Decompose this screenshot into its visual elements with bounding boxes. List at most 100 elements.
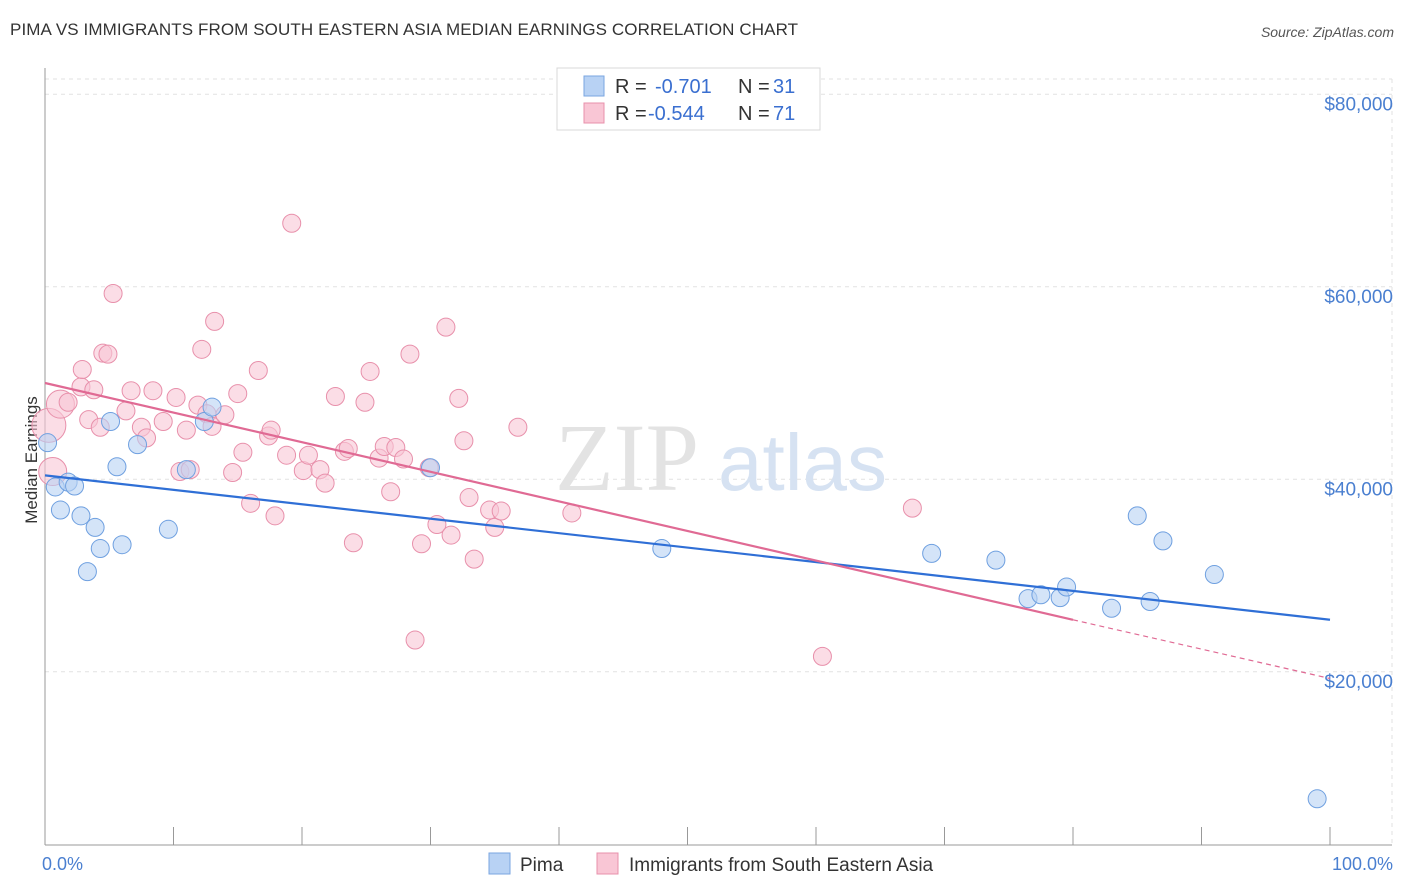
immigrants-point [228,384,248,404]
pima-point [128,435,148,455]
pima-point [50,500,70,520]
immigrants-point [116,401,136,421]
immigrants-point [325,386,345,406]
y-tick-label: $80,000 [1324,94,1393,115]
y-tick-label: $40,000 [1324,479,1393,500]
pima-point [922,543,942,563]
immigrants-point [436,317,456,337]
pima-point [1140,591,1160,611]
immigrants-point [265,506,285,526]
legend-r-label-immigrants: R = [615,103,647,125]
immigrants-point [812,646,832,666]
pima-point [112,535,132,555]
x-tick-label-min: 0.0% [42,854,83,874]
immigrants-point [454,431,474,451]
series-pima-points [38,397,1327,809]
immigrants-point [248,360,268,380]
immigrants-point [405,630,425,650]
pima-trend-line [44,474,1331,621]
bottom-legend-label-immigrants: Immigrants from South Eastern Asia [629,855,934,876]
legend-n-label-immigrants: N = [738,103,770,125]
y-tick-label: $20,000 [1324,672,1393,693]
immigrants-point [381,482,401,502]
immigrants-point [223,463,243,483]
pima-point [1307,789,1327,809]
pima-point [1127,506,1147,526]
immigrants-point [103,283,123,303]
immigrants-point [464,549,484,569]
legend-r-value-immigrants: -0.544 [648,103,705,125]
immigrants-point [233,442,253,462]
immigrants-trend-line [44,381,1074,621]
immigrants-point [166,387,186,407]
chart-title: PIMA VS IMMIGRANTS FROM SOUTH EASTERN AS… [10,20,799,39]
pima-point [65,476,85,496]
immigrants-point [176,420,196,440]
immigrants-point [192,339,212,359]
axes [44,68,1392,846]
pima-point [77,562,97,582]
immigrants-point [298,445,318,465]
immigrants-point [153,412,173,431]
legend-r-value-pima: -0.701 [655,76,712,98]
series-immigrants-points [31,213,922,666]
immigrants-point [360,361,380,381]
pima-point [1031,585,1051,605]
bottom-legend-label-pima: Pima [520,855,564,876]
immigrants-point [121,381,141,401]
pima-point [1057,577,1077,597]
legend-n-label-pima: N = [738,76,770,98]
bottom-legend-swatch-pima [488,852,511,875]
immigrants-point [277,445,297,465]
series-legend: Pima Immigrants from South Eastern Asia [488,852,934,876]
pima-point [71,506,91,526]
legend-n-value-pima: 31 [773,76,795,98]
x-tick-labels: 0.0% 100.0% [42,854,1393,874]
pima-point [107,457,127,477]
pima-point [38,433,58,453]
immigrants-point [441,525,461,545]
pima-point [986,550,1006,570]
immigrants-point [282,213,302,233]
pima-point [90,539,110,559]
pima-point [101,412,121,431]
immigrants-point [315,473,335,493]
immigrants-point [343,533,363,553]
immigrants-point [459,488,479,508]
pima-point [176,460,196,480]
watermark-zip: ZIP [555,404,699,511]
pima-point [1204,565,1224,585]
pima-point [1102,598,1122,618]
immigrants-point [143,381,163,401]
pima-point [652,539,672,559]
pima-point [1153,531,1173,551]
correlation-legend: R = -0.701 N = 31 R = -0.544 N = 71 [556,67,821,131]
pima-point [202,397,222,417]
immigrants-trend-extension [1072,619,1331,680]
legend-n-value-immigrants: 71 [773,103,795,125]
immigrants-point [449,388,469,408]
y-tick-label: $60,000 [1324,287,1393,308]
legend-r-label-pima: R = [615,76,647,98]
legend-swatch-immigrants [583,102,605,124]
source-credit: Source: ZipAtlas.com [1260,24,1394,40]
immigrants-point [508,417,528,437]
y-tick-labels: $20,000 $40,000 $60,000 $80,000 [1324,94,1393,693]
watermark-atlas: atlas [718,418,887,507]
immigrants-point [412,534,432,554]
immigrants-point [400,344,420,364]
x-tick-label-max: 100.0% [1332,854,1393,874]
immigrants-point [902,498,922,518]
immigrants-point [58,392,78,412]
immigrants-point [98,344,118,364]
immigrants-point [491,501,511,521]
bottom-legend-swatch-immigrants [596,852,619,875]
legend-swatch-pima [583,75,605,97]
trend-lines [44,381,1331,680]
immigrants-point [205,311,225,331]
pima-point [85,517,105,537]
immigrants-point [355,392,375,412]
immigrants-point [72,360,92,380]
pima-point [158,519,178,539]
